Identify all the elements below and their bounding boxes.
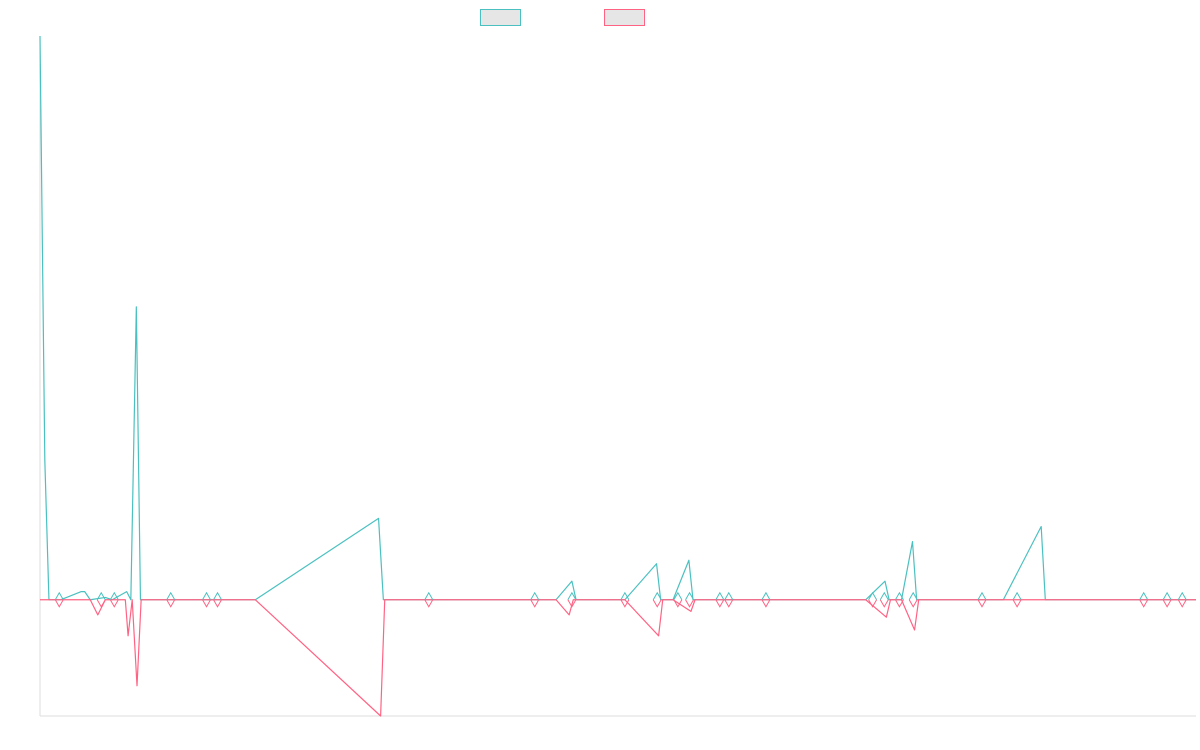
point-marker-top-22 [1012,591,1022,601]
series-line-1 [39,35,1196,601]
point-marker-bottom-10 [620,599,630,608]
point-marker-top-17 [868,591,878,601]
point-marker-top-11 [652,591,662,601]
point-marker-bottom-15 [724,599,734,608]
point-marker-top-8 [567,591,577,601]
point-marker-top-24 [1162,591,1172,601]
point-marker-bottom-16 [761,599,771,608]
legend-swatch-2 [604,9,645,26]
point-marker-bottom-18 [879,599,889,608]
point-marker-bottom-25 [1177,599,1187,608]
point-marker-top-4 [166,591,176,601]
point-marker-bottom-2 [96,599,106,608]
series-line-2 [40,599,1196,717]
legend [480,9,645,26]
point-marker-bottom-23 [1139,599,1149,608]
point-marker-top-2 [96,591,106,601]
point-marker-bottom-19 [894,599,904,608]
legend-swatch-1 [480,9,521,26]
point-marker-bottom-9 [530,599,540,608]
point-marker-bottom-6 [213,599,222,608]
series-layer [39,35,1196,717]
point-marker-top-7 [424,591,434,601]
point-marker-top-23 [1139,591,1149,601]
point-marker-top-16 [761,591,771,601]
point-marker-bottom-12 [673,599,683,608]
point-markers [54,591,1187,608]
point-marker-top-21 [977,591,987,601]
point-marker-top-6 [213,591,222,601]
point-marker-bottom-20 [908,599,918,608]
point-marker-bottom-14 [715,599,725,608]
point-marker-bottom-13 [685,599,694,608]
point-marker-top-5 [202,591,211,601]
point-marker-bottom-11 [652,599,662,608]
axes [39,36,1196,717]
point-marker-top-12 [673,591,683,601]
point-marker-bottom-8 [567,599,577,608]
point-marker-bottom-1 [54,599,64,608]
point-marker-top-20 [908,591,918,601]
point-marker-bottom-5 [202,599,211,608]
point-marker-top-10 [620,591,630,601]
point-marker-bottom-3 [109,599,119,608]
point-marker-top-15 [724,591,734,601]
point-marker-top-25 [1177,591,1187,601]
point-marker-bottom-24 [1162,599,1172,608]
point-marker-bottom-17 [868,599,878,608]
point-marker-top-13 [685,591,694,601]
point-marker-bottom-22 [1012,599,1022,608]
point-marker-bottom-4 [166,599,176,608]
point-marker-top-19 [894,591,904,601]
point-marker-top-3 [109,591,119,601]
point-marker-bottom-7 [424,599,434,608]
point-marker-top-9 [530,591,540,601]
point-marker-top-18 [879,591,889,601]
point-marker-top-14 [715,591,725,601]
point-marker-bottom-21 [977,599,987,608]
point-marker-top-1 [54,591,64,601]
